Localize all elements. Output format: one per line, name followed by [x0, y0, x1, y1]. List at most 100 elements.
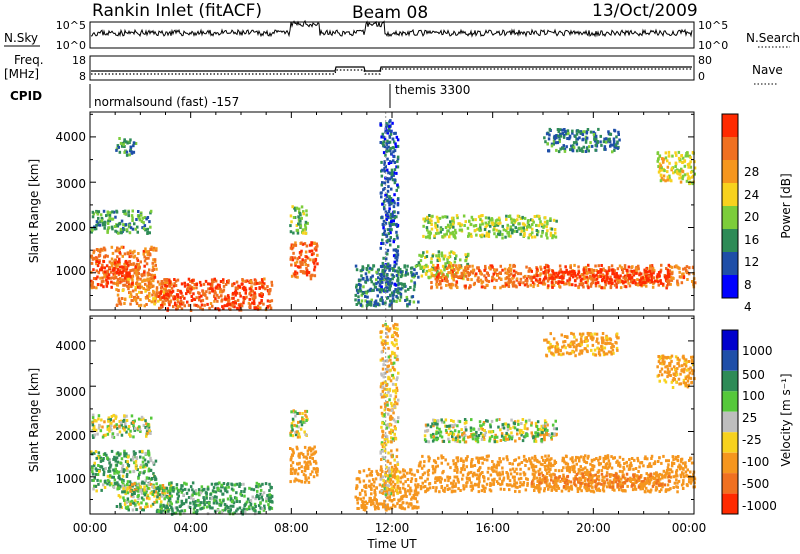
data-cell: [575, 140, 578, 144]
data-cell: [444, 226, 448, 229]
data-cell: [152, 472, 155, 476]
data-cell: [396, 491, 399, 495]
data-cell: [205, 496, 208, 500]
data-cell: [118, 251, 121, 254]
data-cell: [302, 418, 305, 421]
data-cell: [396, 211, 400, 215]
data-cell: [258, 301, 261, 305]
data-cell: [677, 156, 681, 160]
data-cell: [199, 306, 202, 310]
data-cell: [309, 274, 312, 278]
data-cell: [379, 288, 383, 291]
power-colorbar-label: Power [dB]: [779, 173, 793, 238]
data-cell: [304, 270, 307, 274]
data-cell: [388, 498, 391, 502]
data-cell: [397, 478, 400, 482]
data-cell: [396, 334, 399, 338]
data-cell: [132, 469, 136, 473]
data-cell: [507, 270, 510, 274]
data-cell: [485, 231, 489, 235]
data-cell: [365, 291, 368, 295]
data-cell: [354, 264, 358, 268]
data-cell: [120, 245, 123, 249]
data-cell: [134, 499, 137, 503]
data-cell: [493, 270, 497, 274]
data-cell: [304, 413, 307, 417]
data-cell: [380, 296, 384, 300]
data-cell: [180, 307, 184, 311]
data-cell: [436, 218, 440, 222]
data-cell: [134, 288, 137, 292]
data-cell: [296, 412, 299, 415]
data-cell: [133, 492, 136, 495]
data-cell: [670, 179, 673, 183]
data-cell: [455, 271, 458, 275]
data-cell: [384, 473, 387, 477]
data-cell: [624, 280, 627, 284]
data-cell: [138, 427, 142, 431]
data-cell: [107, 419, 110, 423]
data-cell: [379, 297, 383, 301]
data-cell: [543, 224, 546, 228]
data-cell: [381, 342, 384, 346]
data-cell: [551, 236, 554, 240]
data-cell: [136, 276, 140, 280]
data-cell: [415, 506, 419, 510]
data-cell: [683, 164, 687, 168]
data-cell: [546, 236, 549, 240]
data-cell: [519, 281, 522, 285]
data-cell: [376, 294, 379, 298]
data-cell: [464, 259, 467, 263]
data-cell: [297, 454, 300, 458]
data-cell: [387, 390, 390, 394]
data-cell: [114, 282, 117, 286]
data-cell: [213, 277, 216, 281]
data-cell: [95, 286, 98, 290]
data-cell: [124, 140, 128, 144]
data-cell: [216, 307, 220, 311]
data-cell: [128, 223, 131, 227]
data-cell: [569, 266, 572, 270]
data-cell: [377, 280, 380, 284]
data-cell: [504, 281, 507, 285]
data-cell: [499, 277, 503, 281]
data-cell: [393, 131, 396, 135]
data-cell: [255, 485, 258, 488]
data-cell: [129, 489, 132, 493]
data-cell: [357, 301, 360, 305]
data-cell: [263, 277, 266, 281]
data-cell: [117, 273, 121, 277]
data-cell: [573, 269, 576, 273]
data-cell: [158, 306, 161, 310]
data-cell: [122, 265, 125, 269]
data-cell: [643, 279, 646, 283]
data-cell: [396, 469, 400, 473]
data-cell: [308, 460, 312, 464]
data-cell: [573, 263, 576, 267]
data-cell: [381, 491, 385, 495]
data-cell: [214, 297, 217, 301]
data-cell: [644, 281, 647, 285]
data-cell: [391, 137, 395, 141]
data-cell: [664, 179, 667, 183]
data-cell: [364, 485, 368, 489]
data-cell: [396, 484, 400, 488]
data-cell: [134, 463, 138, 467]
data-cell: [147, 425, 151, 429]
data-cell: [380, 330, 383, 334]
data-cell: [439, 280, 442, 283]
data-cell: [517, 281, 521, 285]
data-cell: [249, 293, 253, 297]
data-cell: [220, 501, 223, 505]
data-cell: [389, 243, 392, 247]
data-cell: [370, 492, 373, 496]
data-cell: [111, 210, 114, 214]
data-cell: [392, 215, 395, 219]
data-cell: [153, 258, 157, 262]
data-cell: [314, 450, 318, 454]
data-cell: [386, 168, 389, 172]
data-cell: [200, 294, 203, 298]
data-cell: [114, 459, 117, 463]
data-cell: [266, 494, 269, 498]
data-cell: [107, 478, 110, 482]
